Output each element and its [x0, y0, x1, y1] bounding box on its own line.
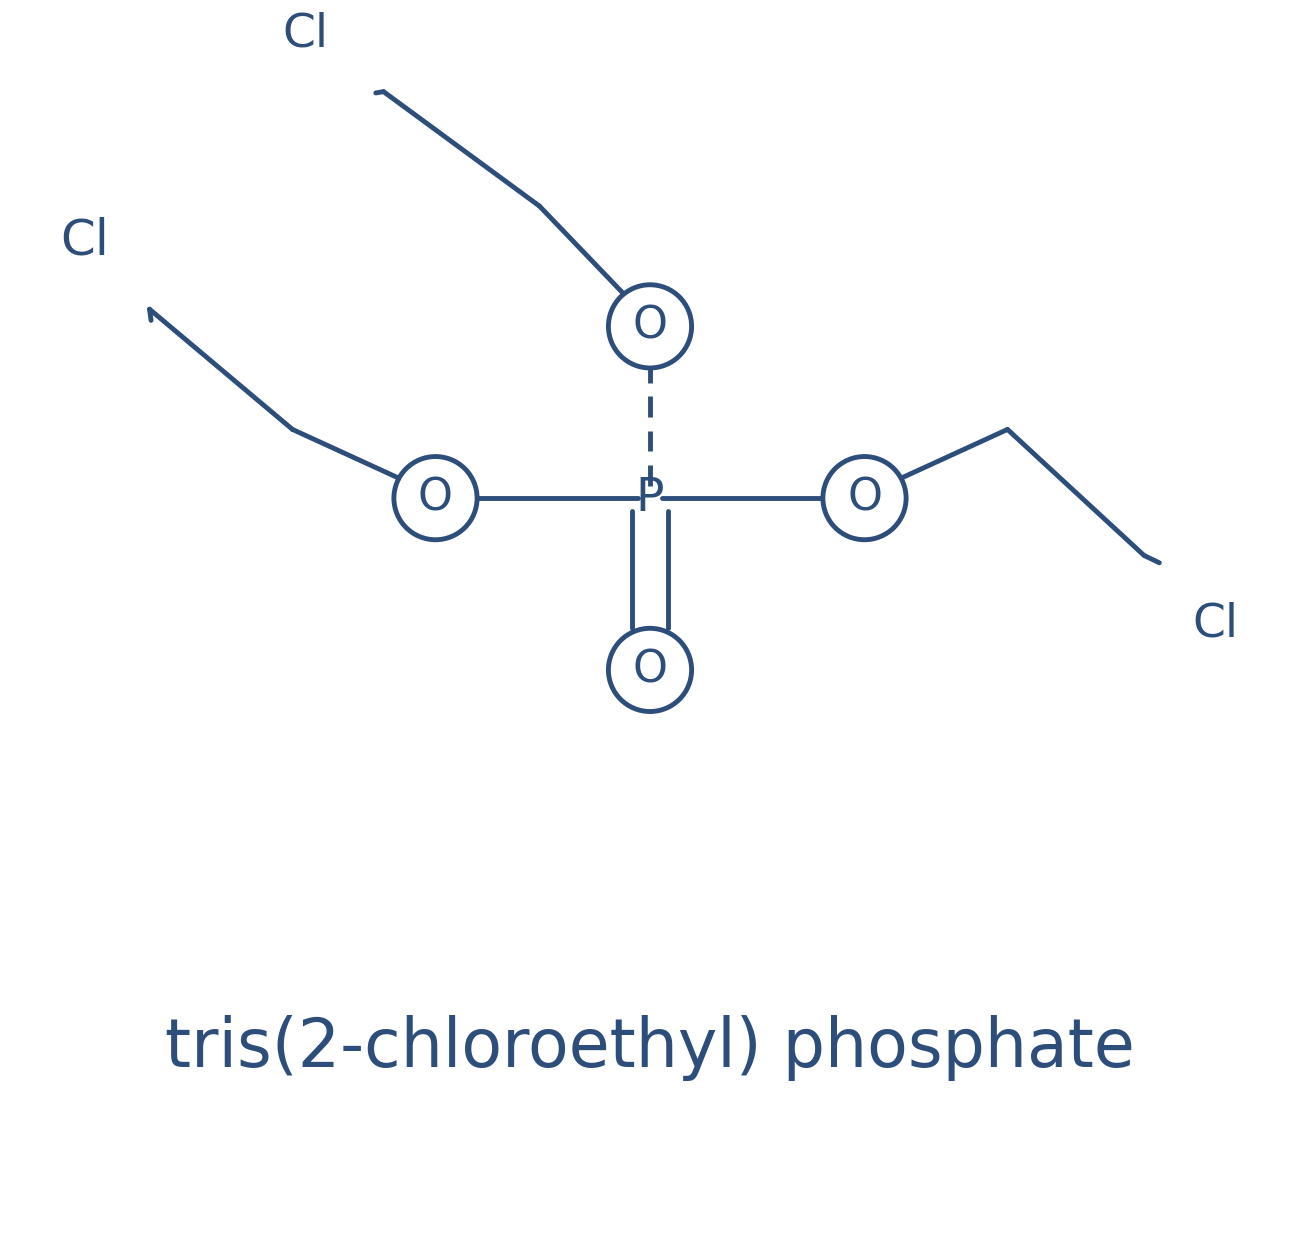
Text: P: P [636, 475, 664, 521]
Text: O: O [633, 305, 667, 348]
Text: Cl: Cl [60, 216, 109, 264]
Ellipse shape [608, 628, 692, 712]
Ellipse shape [394, 457, 477, 539]
Text: tris(2-chloroethyl) phosphate: tris(2-chloroethyl) phosphate [165, 1014, 1135, 1081]
Text: O: O [633, 648, 667, 691]
Text: O: O [419, 476, 452, 520]
Text: O: O [848, 476, 881, 520]
Text: www.alamy.com: www.alamy.com [1135, 1202, 1261, 1217]
Text: Cl: Cl [282, 12, 329, 57]
Text: Cl: Cl [1192, 602, 1239, 647]
Text: Image ID: KR1KE4: Image ID: KR1KE4 [1135, 1172, 1261, 1186]
Ellipse shape [823, 457, 906, 539]
Ellipse shape [608, 285, 692, 368]
Text: alamy: alamy [72, 1175, 174, 1204]
